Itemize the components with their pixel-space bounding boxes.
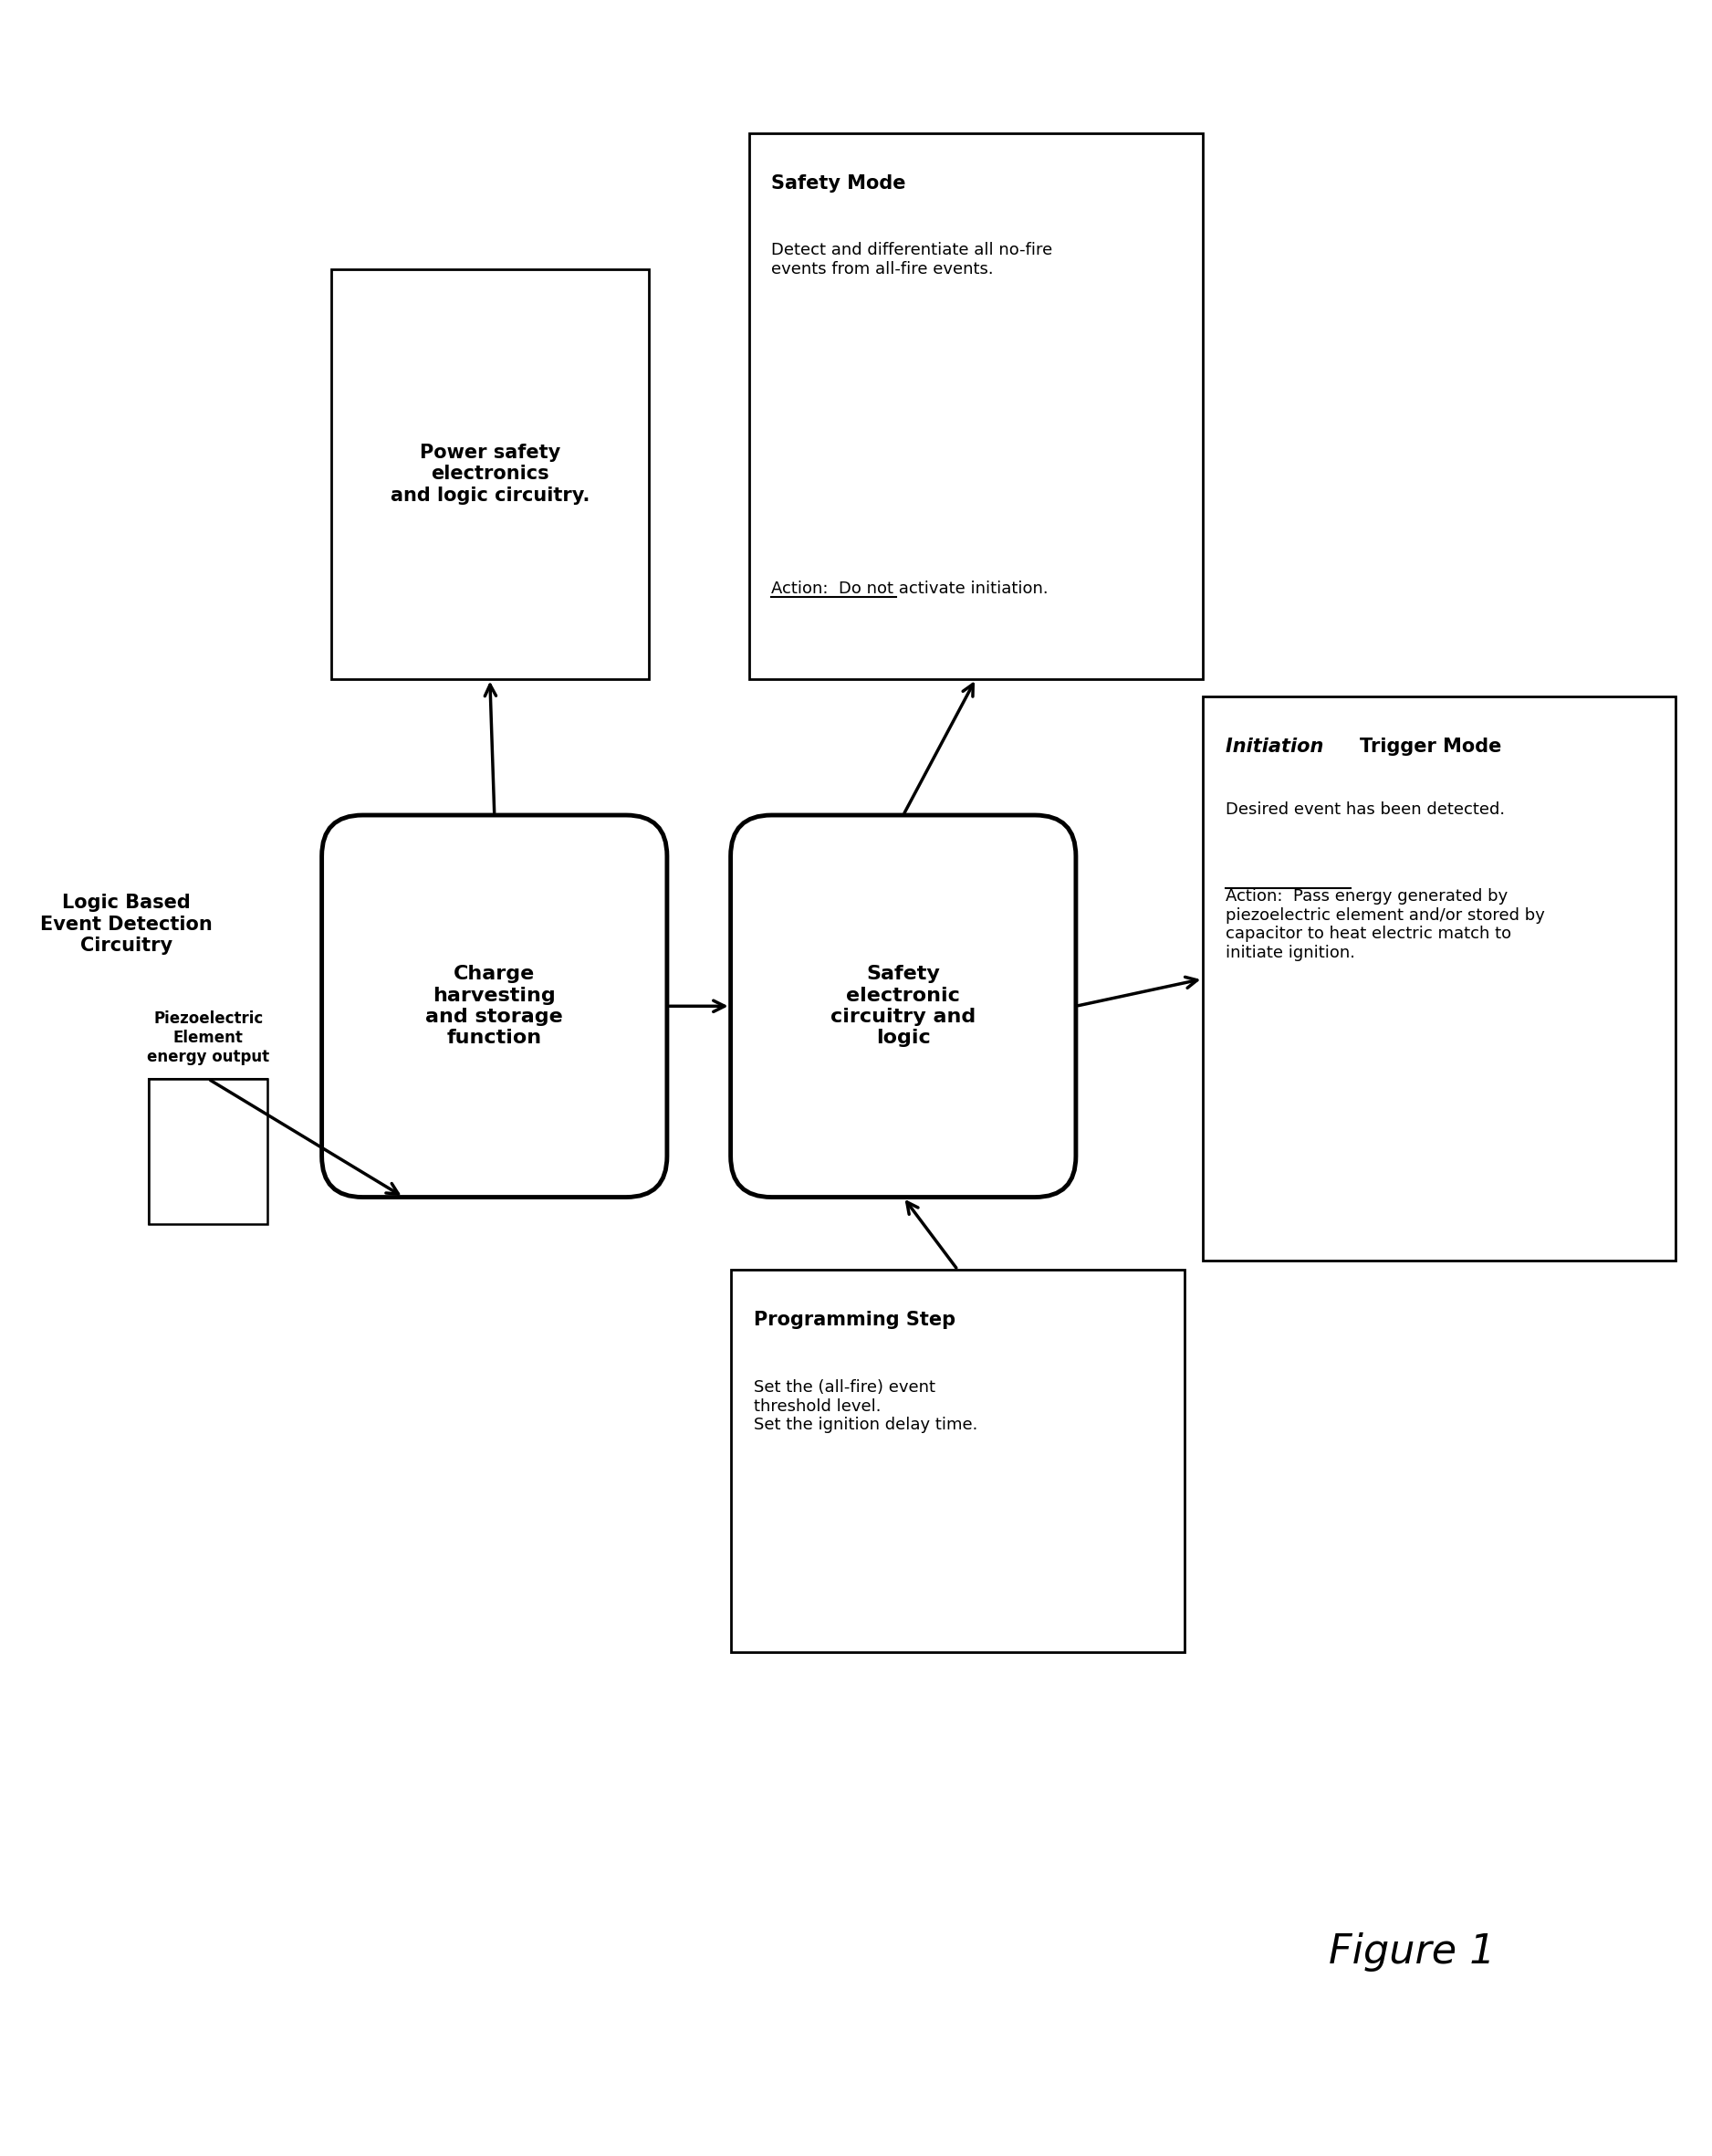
Text: Figure 1: Figure 1: [1329, 1932, 1495, 1973]
Text: Safety
electronic
circuitry and
logic: Safety electronic circuitry and logic: [830, 966, 976, 1048]
Text: Trigger Mode: Trigger Mode: [1359, 737, 1501, 757]
Text: Power safety
electronics
and logic circuitry.: Power safety electronics and logic circu…: [390, 444, 589, 505]
Text: Safety Mode: Safety Mode: [772, 175, 906, 192]
Text: Detect and differentiate all no-fire
events from all-fire events.: Detect and differentiate all no-fire eve…: [772, 241, 1053, 278]
Bar: [149, 1078, 267, 1225]
Text: Piezoelectric
Element
energy output: Piezoelectric Element energy output: [147, 1011, 269, 1065]
Bar: [1204, 696, 1676, 1261]
Text: Desired event has been detected.: Desired event has been detected.: [1226, 802, 1505, 817]
Text: Initiation: Initiation: [1226, 737, 1330, 757]
Bar: [149, 1078, 267, 1225]
Text: Action:  Do not activate initiation.: Action: Do not activate initiation.: [772, 580, 1048, 597]
Bar: [748, 134, 1204, 679]
Text: Programming Step: Programming Step: [753, 1311, 955, 1328]
Text: Set the (all-fire) event
threshold level.
Set the ignition delay time.: Set the (all-fire) event threshold level…: [753, 1380, 978, 1434]
Bar: [731, 1270, 1185, 1651]
Text: Charge
harvesting
and storage
function: Charge harvesting and storage function: [426, 966, 563, 1048]
Text: Action:  Pass energy generated by
piezoelectric element and/or stored by
capacit: Action: Pass energy generated by piezoel…: [1226, 888, 1544, 962]
FancyBboxPatch shape: [322, 815, 668, 1197]
FancyBboxPatch shape: [731, 815, 1075, 1197]
Bar: [330, 270, 649, 679]
Text: Logic Based
Event Detection
Circuitry: Logic Based Event Detection Circuitry: [41, 895, 212, 955]
